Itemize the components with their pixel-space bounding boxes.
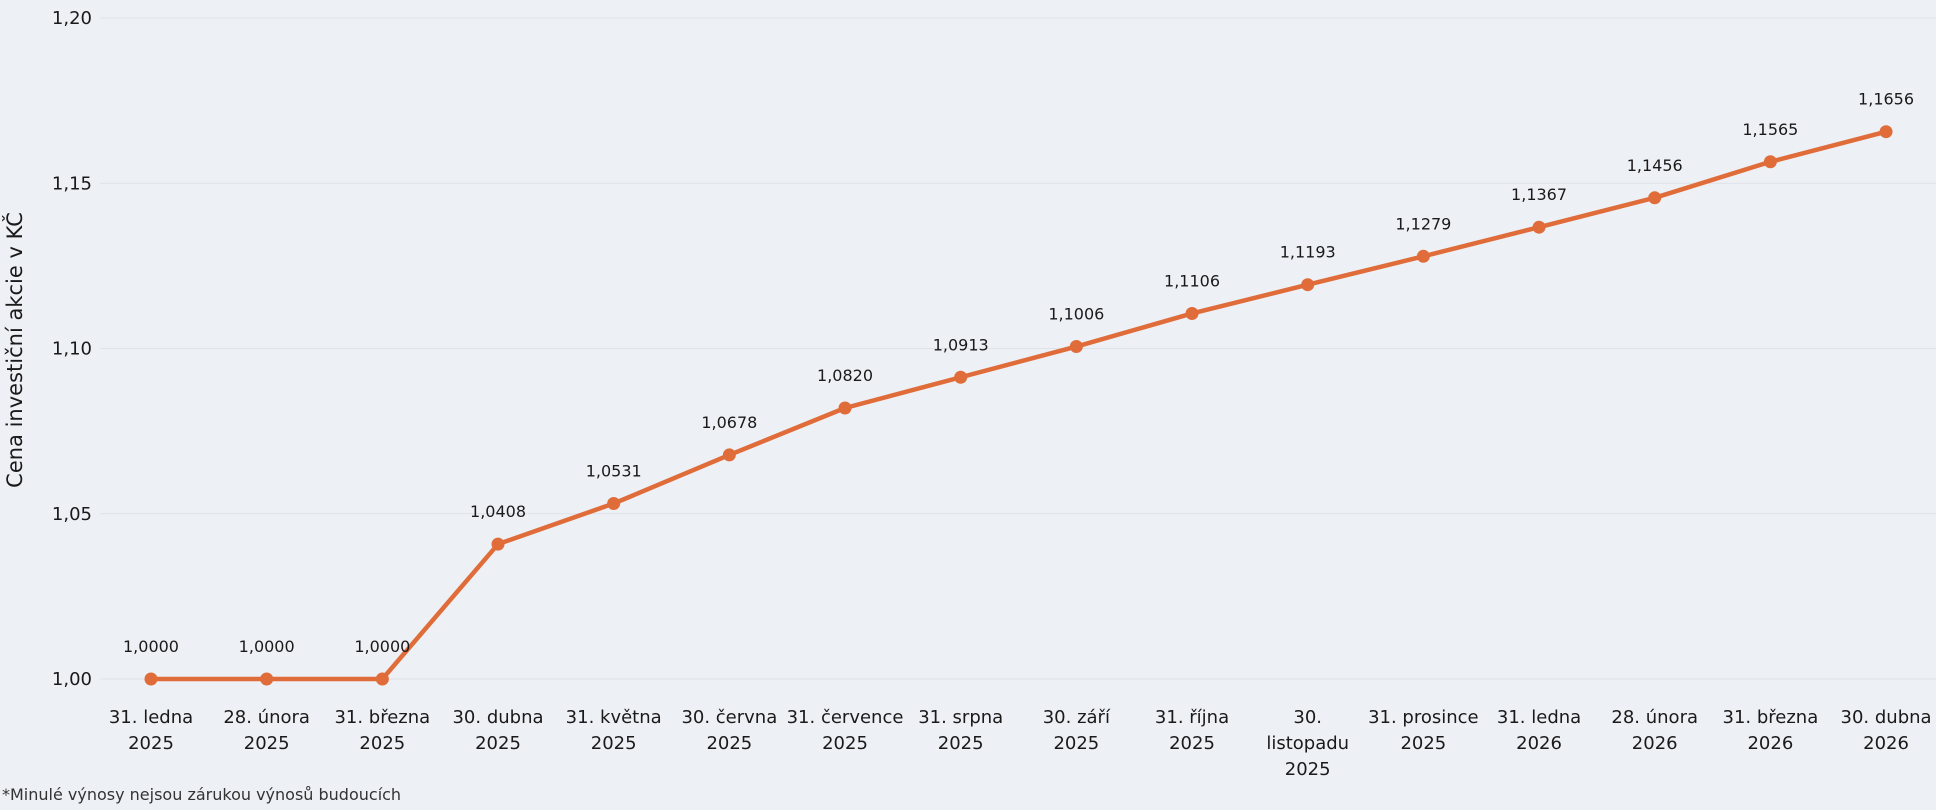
x-tick-label-line: 31. srpna [918,707,1003,728]
x-tick-label-line: 30. [1293,707,1322,728]
y-tick-label: 1,10 [52,339,92,360]
data-label: 1,1656 [1858,90,1914,109]
x-tick-label: 31. července 2025 [787,707,904,754]
series-line [148,129,1889,682]
data-point [838,401,852,415]
data-point [1879,125,1893,139]
x-tick-label-line: 31. prosince [1368,707,1479,728]
x-tick-label: 31. března 2025 [334,707,430,754]
data-point [1069,340,1083,354]
x-tick-label-line: 2026 [1632,733,1678,754]
y-tick-label: 1,05 [52,504,92,525]
x-tick-label: 31. prosince 2025 [1368,707,1479,754]
grid [100,17,1936,680]
x-tick-label-line: 2025 [128,733,174,754]
data-label: 1,0000 [239,637,295,656]
y-tick-label: 1,20 [52,8,92,29]
y-tick-label: 1,15 [52,173,92,194]
x-tick-label-line: 30. dubna [1841,707,1932,728]
x-tick-label: 31. května 2025 [566,707,662,754]
series [144,125,1893,686]
x-tick-label-line: 2025 [359,733,405,754]
x-tick-label-line: 31. května [566,707,662,728]
x-tick-label-line: 2026 [1747,733,1793,754]
data-point [144,672,158,686]
x-tick-label-line: 28. února [223,707,310,728]
x-tick-label-line: 2025 [822,733,868,754]
data-point [1763,155,1777,169]
x-tick-label-line: 2025 [591,733,637,754]
x-tick-label-line: 31. března [1723,707,1819,728]
x-tick-label-line: 2025 [475,733,521,754]
y-axis-ticks: 1,00 1,05 1,10 1,15 1,20 [52,8,92,690]
x-tick-label: 30. září 2025 [1043,707,1111,754]
x-tick-label-line: 30. dubna [452,707,543,728]
data-label: 1,0531 [586,462,642,481]
x-axis-ticks: 31. ledna 2025 28. února 2025 31. března 2025… [109,707,1932,780]
x-tick-label-line: 2026 [1863,733,1909,754]
x-tick-label-line: 31. března [334,707,430,728]
x-tick-label: 31. ledna 2026 [1497,707,1581,754]
data-label: 1,1279 [1395,214,1451,233]
x-tick-label: 31. října 2025 [1155,707,1229,754]
y-axis-label: Cena investiční akcie v KČ [2,212,27,488]
data-label: 1,0408 [470,502,526,521]
data-point [722,448,736,462]
x-tick-label-line: 30. září [1043,707,1111,728]
x-tick-label: 31. srpna 2025 [918,707,1003,754]
data-label: 1,1193 [1280,243,1336,262]
x-tick-label: 28. února 2026 [1611,707,1698,754]
y-tick-label: 1,00 [52,669,92,690]
data-point [1648,191,1662,205]
data-point [491,537,505,551]
x-tick-label: 30. dubna 2025 [452,707,543,754]
x-tick-label-line: 2026 [1516,733,1562,754]
x-tick-label-line: 2025 [1400,733,1446,754]
data-label: 1,0820 [817,366,873,385]
x-tick-label: 31. března 2026 [1723,707,1819,754]
data-label: 1,1106 [1164,271,1220,290]
data-label: 1,1565 [1742,120,1798,139]
x-tick-label-line: 28. února [1611,707,1698,728]
data-point [1185,306,1199,320]
x-tick-label-line: 2025 [1285,759,1331,780]
data-point [1532,220,1546,234]
x-tick-label-line: 2025 [706,733,752,754]
data-labels: 1,0000 1,0000 1,0000 1,0408 1,0531 1,0678 1,08… [123,90,1914,656]
footnote: *Minulé výnosy nejsou zárukou výnosů bud… [2,785,402,804]
x-tick-label-line: 31. ledna [1497,707,1581,728]
x-tick-label: 30. dubna 2026 [1841,707,1932,754]
data-point [260,672,274,686]
x-tick-label-line: 31. ledna [109,707,193,728]
data-label: 1,1456 [1627,156,1683,175]
data-point [1301,278,1315,292]
data-point [607,497,621,511]
data-label: 1,1367 [1511,185,1567,204]
data-point [1416,249,1430,263]
x-tick-label-line: listopadu [1266,733,1349,754]
x-tick-label: 30. června 2025 [681,707,777,754]
x-tick-label-line: 2025 [1053,733,1099,754]
x-tick-label-line: 2025 [1169,733,1215,754]
x-tick-label-line: 31. října [1155,707,1229,728]
data-label: 1,0000 [354,637,410,656]
x-tick-label-line: 2025 [244,733,290,754]
data-point [954,370,968,384]
data-point [375,672,389,686]
x-tick-label: 30. listopadu 2025 [1266,707,1349,780]
data-label: 1,0678 [701,413,757,432]
data-label: 1,0913 [933,335,989,354]
x-tick-label-line: 30. června [681,707,777,728]
x-tick-label-line: 2025 [938,733,984,754]
x-tick-label: 31. ledna 2025 [109,707,193,754]
data-label: 1,0000 [123,637,179,656]
x-tick-label: 28. února 2025 [223,707,310,754]
x-tick-label-line: 31. července [787,707,904,728]
data-label: 1,1006 [1048,305,1104,324]
